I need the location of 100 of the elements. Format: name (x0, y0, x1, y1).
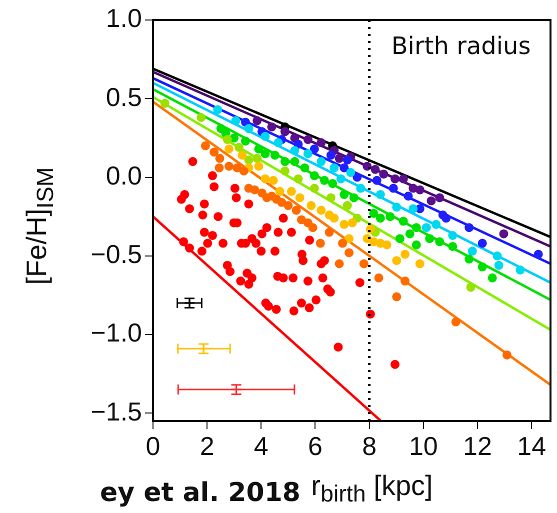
point (326, 150, 336, 160)
point (244, 124, 254, 134)
point (405, 229, 414, 238)
point (316, 138, 326, 148)
point (274, 138, 283, 148)
point (316, 206, 326, 215)
ref-line-label: Birth radius (391, 32, 531, 60)
point (222, 135, 232, 144)
x-tick-label: 4 (254, 430, 268, 461)
point (426, 196, 436, 206)
point (466, 282, 476, 292)
point (425, 234, 434, 244)
y-tick-label: 0.0 (106, 160, 142, 190)
x-tick-label: 8 (362, 430, 377, 461)
x-tick-label: 0 (146, 430, 160, 461)
point (214, 163, 224, 172)
point (270, 150, 280, 160)
point (348, 218, 357, 228)
point (372, 176, 382, 185)
point (280, 127, 290, 136)
point (224, 162, 234, 171)
x-tick-label: 6 (308, 430, 322, 461)
point (310, 171, 319, 180)
y-tick-label: 1.0 (106, 3, 142, 34)
point (404, 192, 413, 201)
point (330, 163, 339, 172)
point (328, 179, 338, 188)
point (412, 240, 421, 250)
point (340, 220, 349, 229)
point (303, 135, 312, 144)
point (215, 154, 224, 163)
point (268, 176, 278, 185)
point (344, 248, 354, 258)
point (464, 223, 474, 232)
point (432, 220, 441, 229)
point (295, 193, 304, 202)
point (392, 202, 402, 212)
point (502, 350, 512, 360)
point (310, 184, 319, 193)
point (422, 223, 431, 232)
point (286, 186, 296, 196)
point (412, 223, 421, 232)
point (499, 229, 508, 238)
point (478, 262, 487, 272)
point (338, 238, 348, 248)
point (359, 259, 368, 268)
point (224, 144, 234, 154)
point (415, 259, 424, 268)
point (252, 116, 262, 126)
point (464, 254, 474, 264)
point (234, 142, 244, 152)
point (280, 166, 290, 176)
point (320, 176, 329, 185)
y-tick-label: 0.5 (106, 82, 142, 112)
point (294, 174, 303, 184)
point (240, 136, 250, 146)
point (306, 201, 316, 210)
point (334, 259, 344, 268)
point (382, 240, 392, 250)
point (374, 273, 384, 282)
y-tick-label: −0.5 (90, 239, 142, 270)
x-axis-title: r$_{birth}$ [kpc] (311, 470, 433, 508)
point (160, 98, 170, 108)
point (415, 185, 424, 194)
x-tick-label: 2 (200, 430, 214, 461)
y-tick-label: −1.0 (90, 318, 142, 348)
x-tick-label: 14 (517, 430, 546, 461)
point (260, 174, 270, 184)
point (310, 144, 319, 154)
point (260, 149, 270, 158)
point (478, 238, 487, 248)
point (280, 157, 290, 166)
point (316, 238, 325, 248)
x-tick-label: 10 (408, 430, 438, 461)
point (442, 214, 451, 223)
point (392, 292, 402, 302)
point (326, 193, 336, 202)
point (336, 174, 346, 184)
point (392, 256, 402, 266)
point (346, 168, 356, 178)
point (356, 184, 366, 193)
point (451, 317, 460, 326)
point (196, 113, 206, 122)
point (344, 234, 354, 244)
point (352, 172, 362, 182)
point (290, 146, 300, 156)
point (324, 228, 334, 237)
point (388, 184, 398, 193)
point (488, 273, 497, 282)
point (292, 206, 301, 215)
point (308, 223, 318, 232)
x-tick-label: 12 (463, 430, 492, 461)
point (334, 154, 344, 163)
point (303, 149, 312, 158)
point (267, 122, 276, 132)
point (254, 162, 264, 171)
point (448, 230, 458, 240)
point (448, 242, 458, 251)
point (252, 154, 262, 163)
point (400, 276, 410, 286)
